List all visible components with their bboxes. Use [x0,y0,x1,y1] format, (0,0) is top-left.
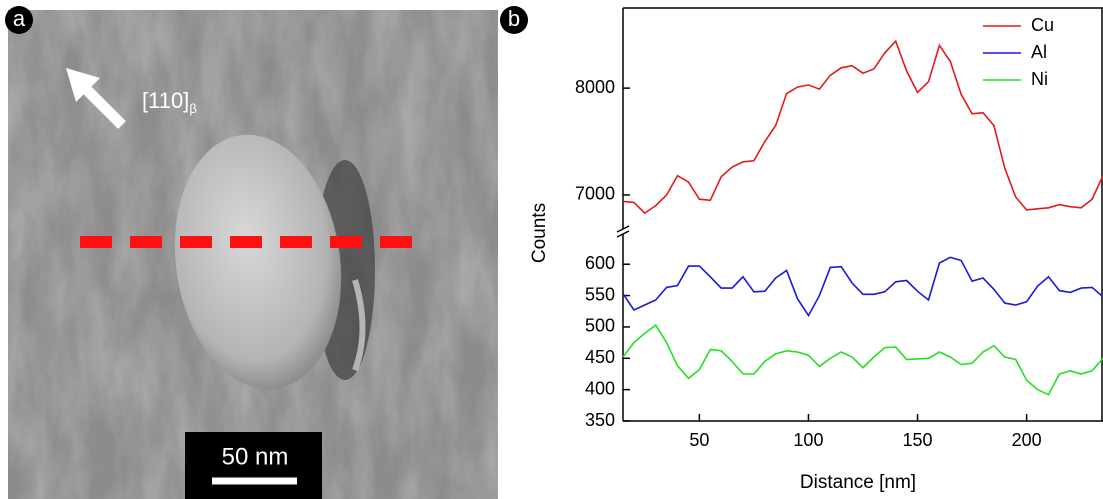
series-line [622,323,1103,396]
y-axis-label: Counts [529,203,550,263]
y-tick-label: 400 [585,378,615,398]
panel-badge [500,6,528,34]
micrograph [8,10,498,499]
y-tick-label: 450 [585,347,615,367]
panel-label: a [13,6,26,31]
scale-bar-label: 50 nm [222,443,289,470]
y2-tick-label: 8000 [575,77,615,97]
direction-subscript: β [189,101,196,116]
panel-label: b [508,6,520,31]
direction: [110] [142,88,189,113]
x-tick-label: 100 [793,430,823,450]
axis-break [616,230,630,238]
series-line [622,39,1103,215]
x-tick-label: 150 [903,430,933,450]
y-tick-label: 350 [585,410,615,430]
legend-label: Ni [1031,69,1048,89]
direction-label: [110]β [142,88,197,117]
y-tick-label: 550 [585,284,615,304]
legend-label: Al [1031,42,1047,62]
x-tick-label: 50 [689,430,709,450]
x-tick-label: 200 [1012,430,1042,450]
y-tick-label: 600 [585,253,615,273]
series-line [622,256,1103,318]
axis-break [616,225,630,233]
legend-label: Cu [1031,15,1054,35]
y-tick-label: 500 [585,316,615,336]
y2-tick-label: 7000 [575,184,615,204]
panel-badge [5,6,33,34]
x-axis-label: Distance [nm] [800,472,916,493]
